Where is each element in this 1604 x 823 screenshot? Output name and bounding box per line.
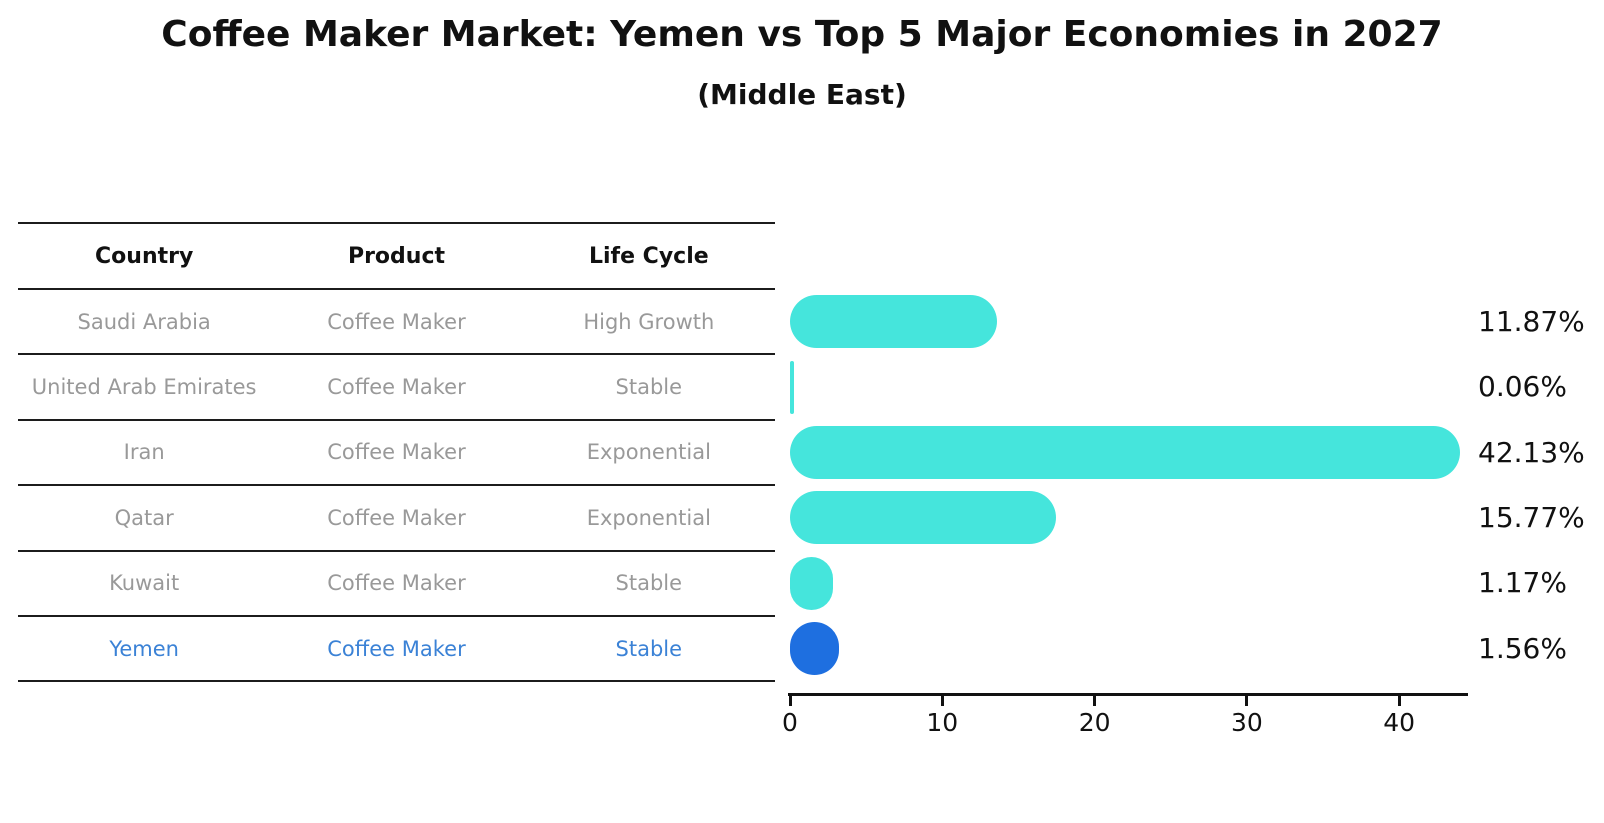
column-header-life-cycle: Life Cycle xyxy=(588,243,709,269)
product-cell: Coffee Maker xyxy=(327,309,466,334)
x-tick-40 xyxy=(1397,696,1401,706)
product-cell: Coffee Maker xyxy=(327,375,466,400)
country-cell: United Arab Emirates xyxy=(31,375,257,400)
table-rule xyxy=(18,680,775,683)
x-tick-label-30: 30 xyxy=(1230,708,1263,737)
x-tick-10 xyxy=(940,696,944,706)
table-row-qatar: Qatar Coffee Maker Exponential xyxy=(18,485,775,550)
table-rule xyxy=(18,418,775,421)
product-cell: Coffee Maker xyxy=(327,440,466,465)
bar-iran xyxy=(790,426,1460,479)
x-tick-label-0: 0 xyxy=(782,708,798,737)
table-rule xyxy=(18,288,775,290)
column-header-product: Product xyxy=(347,243,446,269)
x-tick-30 xyxy=(1245,696,1249,706)
table-row-kuwait: Kuwait Coffee Maker Stable xyxy=(18,551,775,616)
table-header-row: Country Product Life Cycle xyxy=(18,223,775,289)
bar-saudi-arabia xyxy=(790,295,997,349)
life-cycle-cell: Exponential xyxy=(586,505,711,530)
value-label-yemen: 1.56% xyxy=(1478,631,1567,665)
country-cell: Yemen xyxy=(109,636,179,661)
life-cycle-cell: Stable xyxy=(615,375,683,400)
life-cycle-cell: Stable xyxy=(615,571,683,596)
life-cycle-cell: High Growth xyxy=(583,309,715,334)
x-tick-label-40: 40 xyxy=(1383,708,1416,737)
x-tick-label-10: 10 xyxy=(926,708,959,737)
bar-yemen xyxy=(790,622,839,676)
table-rule xyxy=(18,549,775,552)
value-label-kuwait: 1.17% xyxy=(1478,566,1567,600)
x-axis-line xyxy=(788,693,1468,696)
table-rule xyxy=(18,353,775,356)
value-label-united-arab-emirates: 0.06% xyxy=(1478,370,1567,404)
table-rule xyxy=(18,484,775,487)
chart-title: Coffee Maker Market: Yemen vs Top 5 Majo… xyxy=(161,14,1443,55)
bar-kuwait xyxy=(790,556,833,610)
chart-subtitle: (Middle East) xyxy=(697,78,907,111)
product-cell: Coffee Maker xyxy=(327,636,466,661)
table-row-united-arab-emirates: United Arab Emirates Coffee Maker Stable xyxy=(18,354,775,419)
product-cell: Coffee Maker xyxy=(327,505,466,530)
table-row-iran: Iran Coffee Maker Exponential xyxy=(18,420,775,485)
country-cell: Saudi Arabia xyxy=(77,309,211,334)
x-tick-20 xyxy=(1093,696,1097,706)
product-cell: Coffee Maker xyxy=(327,571,466,596)
life-cycle-cell: Stable xyxy=(615,636,683,661)
value-label-iran: 42.13% xyxy=(1478,435,1585,469)
life-cycle-cell: Exponential xyxy=(586,440,711,465)
table-rule xyxy=(18,222,775,224)
country-cell: Iran xyxy=(123,440,165,465)
value-label-qatar: 15.77% xyxy=(1478,500,1585,534)
bar-qatar xyxy=(790,491,1057,545)
table-rule xyxy=(18,615,775,617)
country-cell: Kuwait xyxy=(109,571,180,596)
table-row-saudi-arabia: Saudi Arabia Coffee Maker High Growth xyxy=(18,289,775,354)
value-label-saudi-arabia: 11.87% xyxy=(1478,304,1585,338)
x-tick-label-20: 20 xyxy=(1078,708,1111,737)
bar-united-arab-emirates xyxy=(790,360,794,414)
x-tick-0 xyxy=(788,696,792,706)
country-cell: Qatar xyxy=(114,505,174,530)
column-header-country: Country xyxy=(95,243,194,269)
table-row-yemen: Yemen Coffee Maker Stable xyxy=(18,616,775,681)
